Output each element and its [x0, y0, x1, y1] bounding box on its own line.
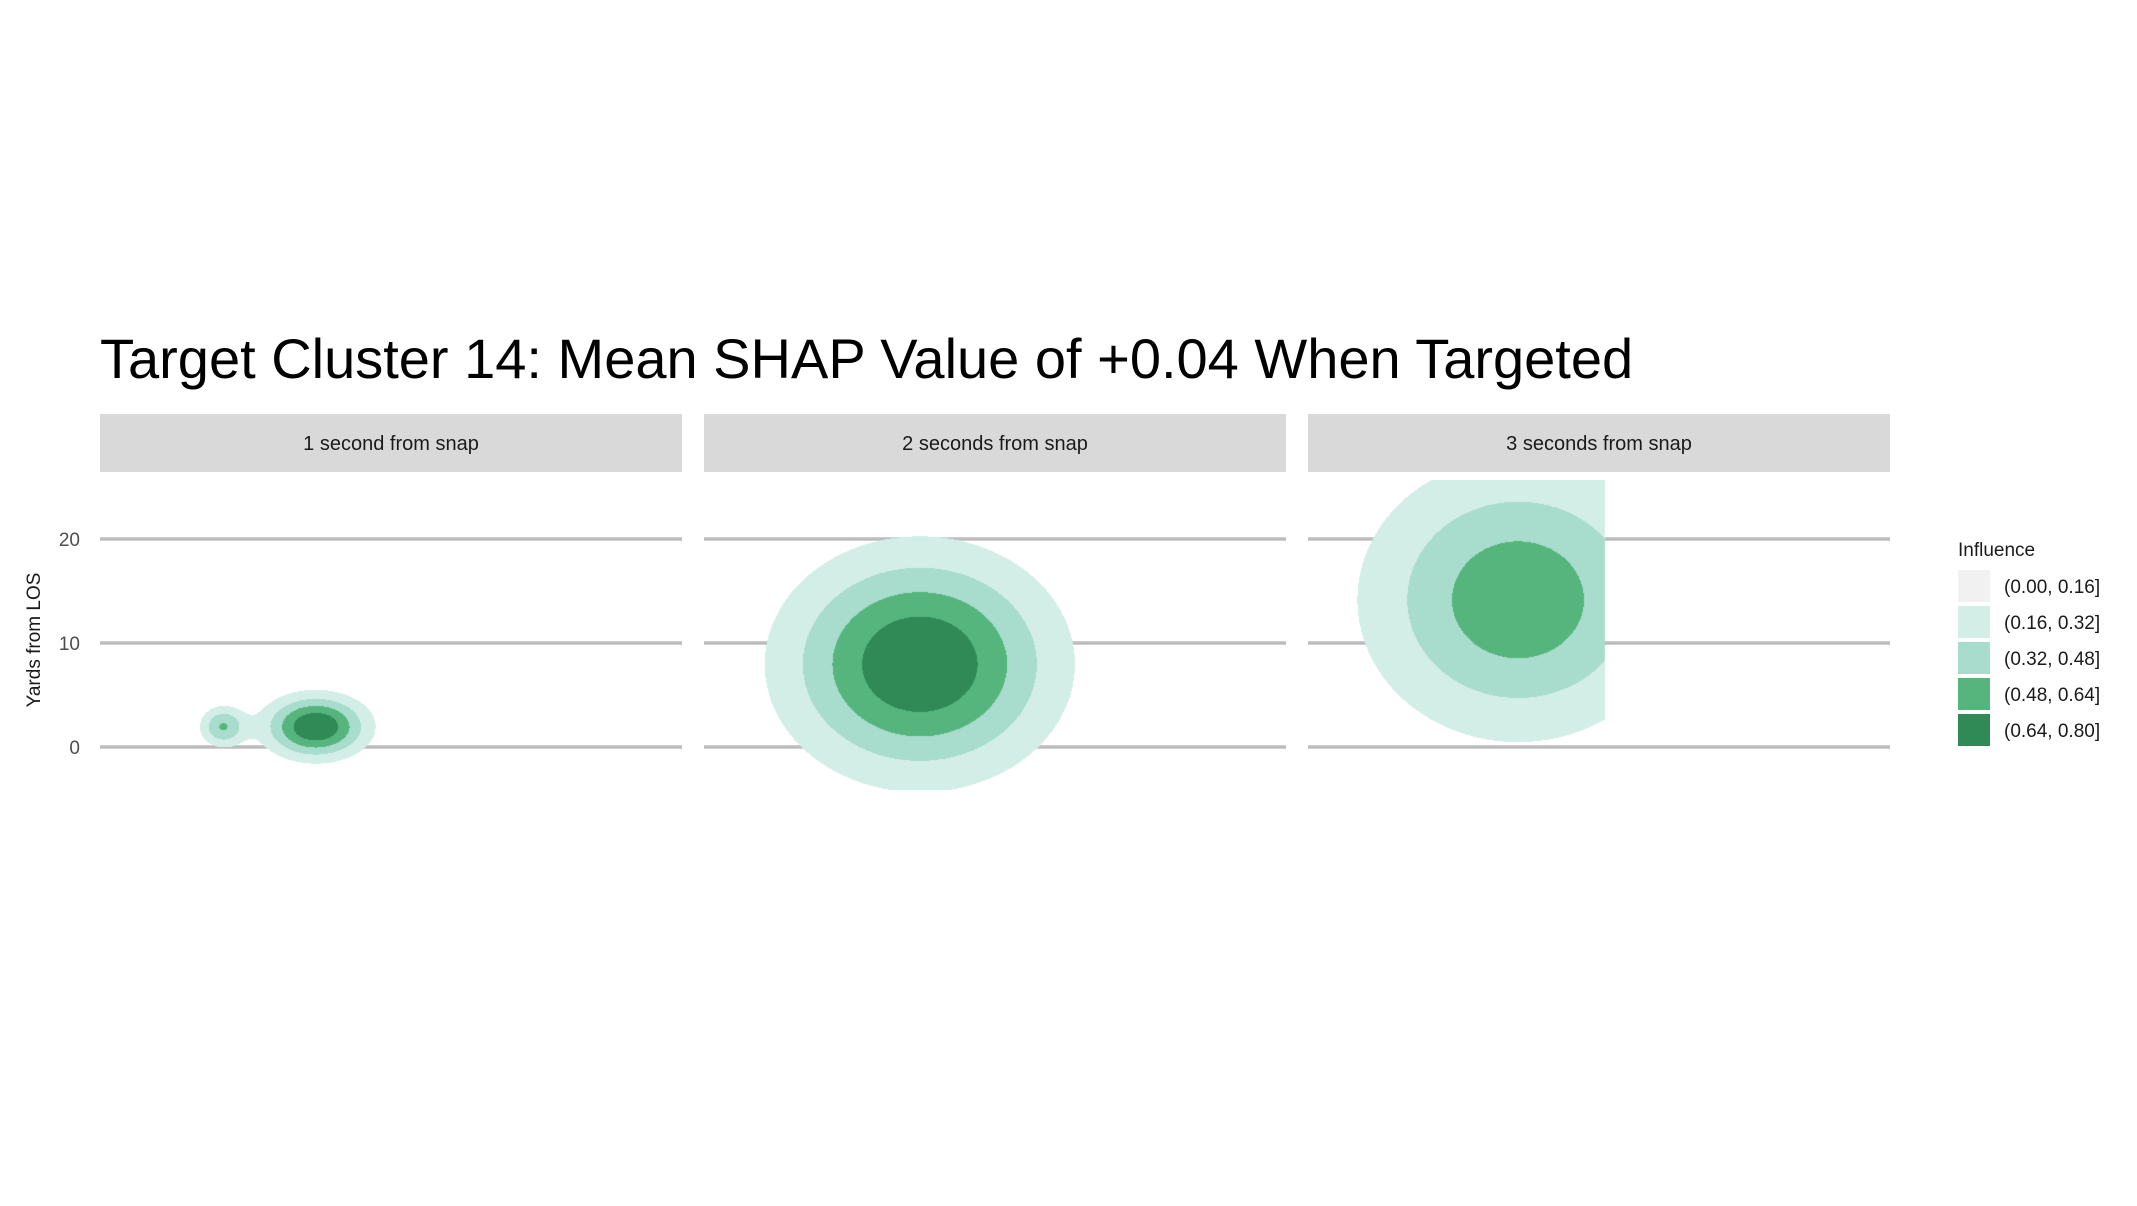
facet-panel: 3 seconds from snap — [1308, 414, 1890, 790]
y-axis-title: Yards from LOS — [24, 573, 45, 708]
density-contour — [704, 480, 1286, 790]
legend-label: (0.48, 0.64] — [2004, 685, 2100, 706]
y-tick-label: 0 — [69, 738, 80, 759]
facet-panels: 1 second from snap 2 seconds from snap 3 s… — [59, 414, 1890, 790]
legend-key — [1958, 678, 1990, 710]
density-contour — [100, 480, 682, 790]
density-contour — [1308, 480, 1890, 790]
legend-key — [1958, 606, 1990, 638]
legend-items: (0.00, 0.16] (0.16, 0.32] (0.32, 0.48] (0.4… — [1958, 570, 2100, 746]
facet-strip — [1308, 414, 1890, 472]
legend-key — [1958, 642, 1990, 674]
facet-panel: 2 seconds from snap — [704, 414, 1286, 790]
facet-strip — [100, 414, 682, 472]
legend-key — [1958, 570, 1990, 602]
facet-strip — [704, 414, 1286, 472]
legend-label: (0.16, 0.32] — [2004, 613, 2100, 634]
chart-title: Target Cluster 14: Mean SHAP Value of +0… — [100, 327, 1633, 390]
legend-key — [1958, 714, 1990, 746]
facet-panel: 1 second from snap — [100, 414, 682, 790]
legend: Influence (0.00, 0.16] (0.16, 0.32] (0.32,… — [1958, 540, 2100, 746]
facet-strip-label: 2 seconds from snap — [902, 433, 1088, 455]
facet-strip-label: 3 seconds from snap — [1506, 433, 1692, 455]
y-tick-label: 20 — [59, 530, 80, 551]
legend-label: (0.64, 0.80] — [2004, 721, 2100, 742]
legend-label: (0.00, 0.16] — [2004, 577, 2100, 598]
legend-title: Influence — [1958, 540, 2035, 561]
facet-strip-label: 1 second from snap — [303, 433, 479, 455]
y-tick-label: 10 — [59, 634, 80, 655]
legend-label: (0.32, 0.48] — [2004, 649, 2100, 670]
